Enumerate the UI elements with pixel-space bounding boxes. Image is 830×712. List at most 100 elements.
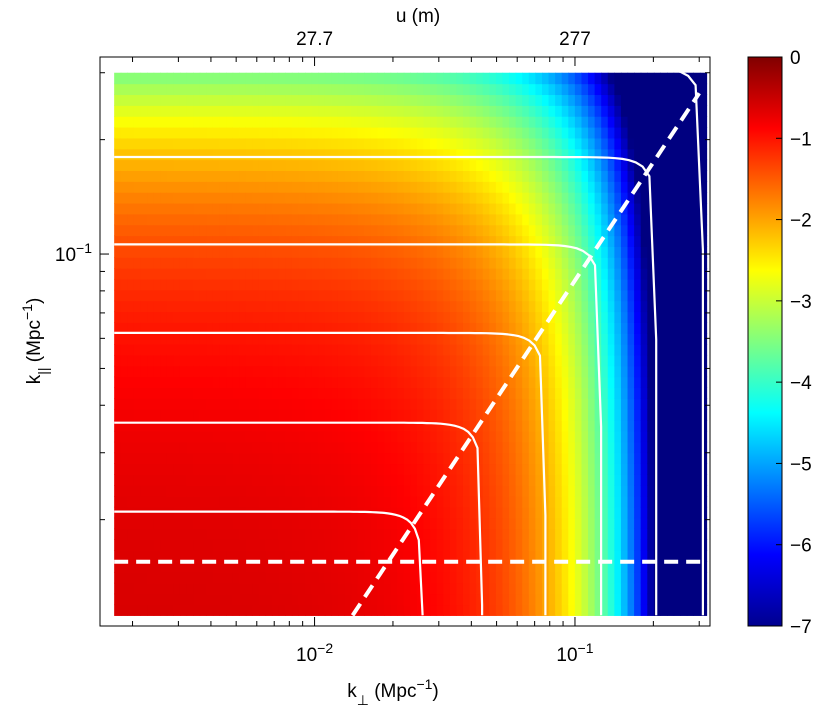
heatmap-cell — [318, 582, 326, 595]
heatmap-cell — [667, 213, 675, 226]
heatmap-cell — [173, 441, 181, 454]
heatmap-cell — [699, 159, 708, 172]
heatmap-cell — [469, 561, 477, 573]
heatmap-cell — [489, 387, 497, 399]
heatmap-cell — [226, 246, 234, 258]
heatmap-cell — [364, 582, 372, 595]
heatmap-cell — [324, 289, 332, 302]
heatmap-cell — [647, 376, 655, 389]
heatmap-cell — [574, 300, 583, 313]
heatmap-cell — [403, 463, 411, 475]
heatmap-cell — [285, 604, 293, 616]
heatmap-cell — [462, 246, 471, 258]
heatmap-cell — [114, 148, 122, 161]
top-axis-label: u (m) — [396, 6, 440, 27]
heatmap-cell — [601, 137, 609, 150]
heatmap-cell — [594, 94, 602, 106]
heatmap-cell — [390, 289, 398, 302]
heatmap-cell — [647, 495, 655, 508]
heatmap-cell — [179, 148, 188, 161]
heatmap-cell — [403, 300, 411, 313]
heatmap-cell — [634, 126, 642, 139]
heatmap-cell — [140, 105, 148, 117]
heatmap-cell — [456, 170, 464, 182]
heatmap-cell — [509, 159, 517, 172]
heatmap-cell — [673, 550, 681, 562]
heatmap-cell — [337, 344, 346, 356]
heatmap-cell — [232, 365, 240, 378]
heatmap-cell — [640, 83, 648, 96]
heatmap-cell — [384, 257, 392, 269]
heatmap-cell — [528, 409, 536, 421]
heatmap-cell — [403, 485, 411, 497]
heatmap-cell — [272, 463, 280, 475]
heatmap-cell — [311, 571, 319, 584]
heatmap-cell — [114, 235, 122, 247]
heatmap-cell — [680, 365, 688, 378]
heatmap-cell — [265, 582, 273, 595]
heatmap-cell — [548, 474, 556, 486]
heatmap-cell — [265, 452, 273, 465]
heatmap-cell — [305, 126, 313, 139]
heatmap-cell — [193, 441, 201, 454]
heatmap-cell — [318, 83, 326, 96]
heatmap-cell — [502, 289, 510, 302]
heatmap-cell — [166, 257, 174, 269]
heatmap-cell — [285, 593, 293, 606]
heatmap-cell — [667, 365, 675, 378]
heatmap-cell — [140, 463, 148, 475]
heatmap-cell — [252, 192, 260, 204]
heatmap-cell — [377, 582, 385, 595]
heatmap-cell — [627, 420, 635, 432]
heatmap-cell — [331, 181, 339, 193]
heatmap-cell — [555, 452, 563, 465]
heatmap-cell — [509, 105, 517, 117]
heatmap-cell — [574, 354, 583, 367]
heatmap-cell — [377, 420, 385, 432]
heatmap-cell — [581, 126, 589, 139]
heatmap-cell — [515, 333, 523, 345]
heatmap-cell — [502, 593, 510, 606]
heatmap-cell — [462, 72, 471, 85]
heatmap-cell — [239, 257, 247, 269]
heatmap-cell — [522, 278, 530, 291]
heatmap-cell — [351, 420, 359, 432]
heatmap-cell — [186, 116, 194, 128]
heatmap-cell — [384, 126, 392, 139]
heatmap-cell — [403, 409, 411, 421]
heatmap-cell — [397, 517, 405, 530]
heatmap-cell — [653, 495, 662, 508]
heatmap-cell — [199, 72, 207, 85]
heatmap-cell — [147, 539, 155, 551]
heatmap-cell — [693, 561, 701, 573]
heatmap-cell — [219, 365, 227, 378]
heatmap-cell — [133, 116, 142, 128]
heatmap-cell — [574, 344, 583, 356]
heatmap-cell — [226, 344, 234, 356]
heatmap-cell — [581, 235, 589, 247]
heatmap-cell — [456, 409, 464, 421]
heatmap-cell — [476, 398, 484, 410]
heatmap-cell — [647, 300, 655, 313]
heatmap-cell — [476, 159, 484, 172]
heatmap-cell — [324, 604, 332, 616]
heatmap-cell — [179, 430, 188, 443]
heatmap-cell — [482, 430, 490, 443]
heatmap-cell — [318, 561, 326, 573]
heatmap-cell — [686, 278, 694, 291]
heatmap-cell — [390, 72, 398, 85]
heatmap-cell — [179, 344, 188, 356]
heatmap-cell — [258, 420, 267, 432]
heatmap-cell — [403, 506, 411, 519]
heatmap-cell — [495, 344, 504, 356]
heatmap-cell — [627, 376, 635, 389]
heatmap-cell — [561, 387, 569, 399]
heatmap-cell — [449, 452, 458, 465]
heatmap-cell — [581, 463, 589, 475]
heatmap-cell — [291, 452, 300, 465]
heatmap-cell — [620, 593, 629, 606]
heatmap-cell — [114, 474, 122, 486]
heatmap-cell — [449, 278, 458, 291]
heatmap-cell — [693, 463, 701, 475]
heatmap-cell — [443, 495, 451, 508]
